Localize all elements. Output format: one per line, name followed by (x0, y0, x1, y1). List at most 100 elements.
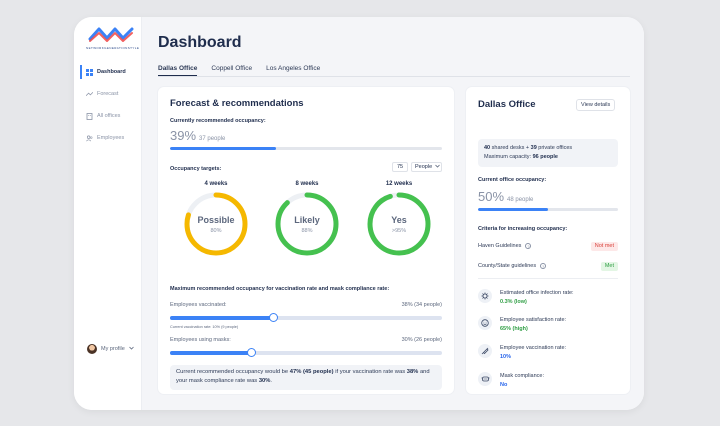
sidebar-item-all-offices[interactable]: All offices (80, 108, 136, 124)
stat-label: Estimated office infection rate: (500, 290, 574, 296)
office-occupancy-bar-fill (478, 208, 548, 211)
current-occupancy-pct: 39% (170, 128, 197, 143)
masks-value: 30% (26 people) (401, 337, 442, 343)
gauge-pct: 80% (210, 228, 222, 234)
status-badge: Met (600, 261, 618, 271)
logo[interactable] (87, 23, 137, 51)
desks-line: 40 shared desks + 39 private offices (484, 144, 612, 153)
sidebar-item-label: All offices (97, 113, 121, 119)
chevron-down-icon (129, 346, 134, 352)
grid-icon (86, 68, 93, 76)
note-text: and your mask compliance rate was (176, 369, 430, 384)
tab-coppell-office[interactable]: Coppell Office (211, 65, 253, 72)
syringe-icon (478, 344, 492, 358)
current-occupancy-label: Currently recommended occupancy: (170, 118, 266, 124)
vaccinated-row: Employees vaccinated: 38% (34 people) (170, 302, 442, 308)
capacity-box: 40 shared desks + 39 private offices Max… (478, 139, 618, 167)
office-occupancy-label: Current office occupancy: (478, 177, 547, 183)
sidebar: NETWORKGENERATIONSTYLE Dashboard Forecas… (74, 17, 142, 410)
stat-mask-compliance: Mask compliance: No (478, 372, 618, 390)
stat-value: No (500, 382, 508, 388)
shared-desks-count: 40 (484, 145, 491, 151)
help-icon[interactable]: ? (525, 243, 532, 249)
gauge-ring (367, 192, 431, 256)
note-highlight: 47% (45 people) (289, 369, 334, 375)
current-occupancy-bar-fill (170, 147, 277, 150)
profile-label: My profile (101, 346, 125, 352)
gauge-pct: >95% (391, 228, 407, 234)
office-occupancy-people: 48 people (507, 197, 534, 203)
sidebar-item-label: Dashboard (97, 69, 126, 75)
mask-icon (478, 372, 492, 386)
logo-text: NETWORKGENERATIONSTYLE (86, 46, 140, 50)
stat-label: Mask compliance: (500, 373, 545, 379)
gauge-pct: 88% (301, 228, 313, 234)
criteria-row-county: County/State guidelines? Met (478, 260, 618, 272)
criteria-row-haven: Haven Guidelines? Not met (478, 240, 618, 252)
masks-slider-thumb[interactable] (247, 348, 257, 357)
capacity-value: 96 people (532, 154, 558, 160)
criteria-name: Haven Guidelines (478, 243, 522, 249)
sidebar-item-dashboard[interactable]: Dashboard (80, 64, 136, 80)
profile-menu[interactable]: My profile (87, 344, 134, 354)
current-occupancy-people: 37 people (199, 136, 226, 142)
masks-slider-fill (170, 351, 252, 355)
forecast-title: Forecast & recommendations (170, 98, 304, 109)
stat-satisfaction-rate: Employee satisfaction rate: 65% (high) (478, 316, 618, 334)
office-title: Dallas Office (478, 99, 536, 110)
office-card: Dallas Office View details 40 shared des… (466, 87, 630, 394)
trend-icon (86, 91, 93, 98)
smile-icon (478, 316, 492, 330)
capacity-label: Maximum capacity: (484, 154, 533, 160)
stat-value: 65% (high) (500, 326, 528, 332)
current-occupancy-value: 39% 37 people (170, 128, 225, 143)
tab-los-angeles-office[interactable]: Los Angeles Office (266, 65, 321, 72)
vaccinated-slider[interactable] (170, 313, 442, 322)
gauge-arc (367, 192, 431, 256)
gauge-word: Yes (391, 215, 407, 225)
gauge-period: 4 weeks (204, 181, 228, 187)
stat-infection-rate: Estimated office infection rate: 0.3% (lo… (478, 289, 618, 307)
occupancy-targets-label: Occupancy targets: (170, 166, 222, 172)
private-offices-label: private offices (536, 145, 573, 151)
gauge-word: Possible (197, 215, 235, 225)
sidebar-item-employees[interactable]: Employees (80, 130, 136, 146)
recommendation-note: Current recommended occupancy would be 4… (170, 365, 442, 390)
tab-dallas-office[interactable]: Dallas Office (158, 65, 198, 76)
criteria-name: County/State guidelines (478, 263, 537, 269)
vaccinated-slider-thumb[interactable] (268, 313, 278, 322)
target-unit-value: People (415, 164, 433, 170)
note-text: Current recommended occupancy would be (176, 369, 290, 375)
view-details-button[interactable]: View details (576, 99, 616, 111)
criteria-label: Criteria for increasing occupancy: (478, 226, 568, 232)
sidebar-item-forecast[interactable]: Forecast (80, 86, 136, 102)
shared-desks-label: shared desks + (490, 145, 531, 151)
vaccinated-label: Employees vaccinated: (170, 302, 227, 308)
gauge-arc (275, 192, 339, 256)
current-occupancy-bar (170, 147, 442, 150)
masks-slider[interactable] (170, 348, 442, 357)
office-occupancy-bar (478, 208, 618, 211)
gauge-ring (275, 192, 339, 256)
private-offices-count: 39 (530, 145, 537, 151)
office-occupancy-value: 50% 48 people (478, 189, 533, 204)
max-occupancy-label: Maximum recommended occupancy for vaccin… (170, 286, 390, 292)
stat-vaccination-rate: Employee vaccination rate: 10% (478, 344, 618, 362)
gauge-period: 12 weeks (385, 181, 413, 187)
gauge-arc (184, 192, 248, 256)
logo-mark-icon (88, 27, 134, 42)
capacity-line: Maximum capacity: 96 people (484, 153, 612, 162)
chevron-down-icon (435, 164, 440, 170)
office-occupancy-pct: 50% (478, 189, 505, 204)
help-icon[interactable]: ? (540, 263, 547, 269)
target-unit-select[interactable]: People (411, 162, 442, 172)
avatar (87, 344, 97, 354)
main-area: Dashboard Dallas Office Coppell Office L… (142, 17, 644, 410)
gauge-8-weeks: 8 weeks Likely 88% (274, 181, 340, 257)
current-vaccination-note: Current vaccination rate: 10% (9 people) (170, 325, 239, 329)
masks-label: Employees using masks: (170, 337, 231, 343)
office-tabs: Dallas Office Coppell Office Los Angeles… (158, 65, 630, 77)
gauge-4-weeks: 4 weeks Possible 80% (183, 181, 249, 257)
status-badge: Not met (590, 241, 618, 251)
target-number-input[interactable]: 75 (392, 162, 408, 172)
